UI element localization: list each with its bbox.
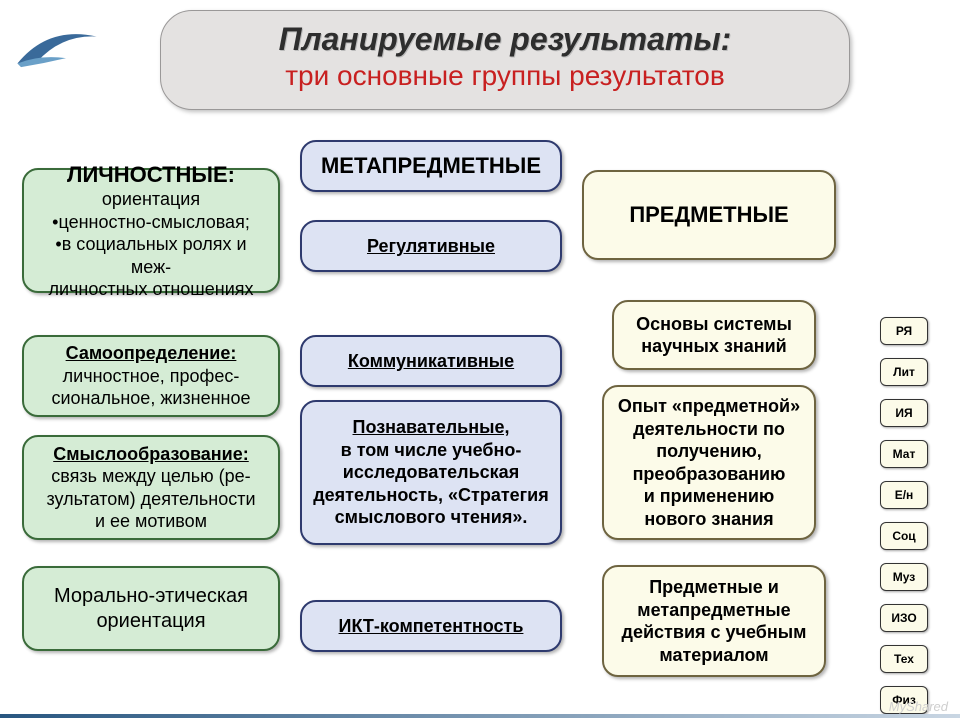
personal-item-2-l2: зультатом) деятельности	[46, 488, 255, 511]
personal-item-2: Смыслообразование: связь между целью (ре…	[22, 435, 280, 540]
meta-header: МЕТАПРЕДМЕТНЫЕ	[300, 140, 562, 192]
side-tab-Лит: Лит	[880, 358, 928, 386]
meta-cognitive-l1: в том числе учебно-	[341, 439, 522, 462]
meta-communicative: Коммуникативные	[300, 335, 562, 387]
title-banner: Планируемые результаты: три основные гру…	[160, 10, 850, 110]
title-line1: Планируемые результаты:	[181, 21, 829, 58]
meta-ikt: ИКТ-компетентность	[300, 600, 562, 652]
subject-item-2-l2: деятельности по	[633, 418, 785, 441]
meta-cognitive-l3: деятельность, «Стратегия	[313, 484, 549, 507]
personal-item-3-l2: ориентация	[96, 609, 205, 634]
personal-item-3: Морально-этическая ориентация	[22, 566, 280, 651]
personal-item-3-l1: Морально-этическая	[54, 584, 248, 609]
personal-item-1-l1: личностное, профес-	[63, 365, 240, 388]
bottom-accent	[0, 714, 960, 718]
personal-title: ЛИЧНОСТНЫЕ:	[67, 161, 235, 189]
side-tab-Муз: Муз	[880, 563, 928, 591]
watermark: MyShared	[889, 699, 948, 714]
subject-item-1: Основы системы научных знаний	[612, 300, 816, 370]
personal-item-1-title: Самоопределение:	[66, 342, 237, 365]
subject-item-2-l4: преобразованию	[633, 463, 786, 486]
meta-cognitive-title: Познавательные,	[353, 416, 510, 439]
personal-item-2-l1: связь между целью (ре-	[51, 465, 250, 488]
subject-item-3-l1: Предметные и	[649, 576, 779, 599]
side-tab-ИЯ: ИЯ	[880, 399, 928, 427]
subject-item-3-l3: действия с учебным	[622, 621, 807, 644]
side-tab-Тех: Тех	[880, 645, 928, 673]
subject-item-2-l1: Опыт «предметной»	[618, 395, 800, 418]
side-tab-Мат: Мат	[880, 440, 928, 468]
subject-item-2: Опыт «предметной» деятельности по получе…	[602, 385, 816, 540]
meta-cognitive-l2: исследовательская	[343, 461, 519, 484]
personal-item-1: Самоопределение: личностное, профес- сио…	[22, 335, 280, 417]
meta-regulative: Регулятивные	[300, 220, 562, 272]
personal-item-2-l3: и ее мотивом	[95, 510, 207, 533]
subject-item-2-l3: получению,	[656, 440, 761, 463]
personal-b2: •в социальных ролях и меж-	[34, 233, 268, 278]
personal-sub1: ориентация	[102, 188, 200, 211]
logo-icon	[12, 18, 102, 73]
title-line2: три основные группы результатов	[181, 60, 829, 92]
personal-b3: личностных отношениях	[48, 278, 253, 301]
subject-header: ПРЕДМЕТНЫЕ	[582, 170, 836, 260]
subject-item-3: Предметные и метапредметные действия с у…	[602, 565, 826, 677]
subject-item-2-l6: нового знания	[644, 508, 773, 531]
subject-item-1-l1: Основы системы	[636, 313, 792, 336]
personal-header: ЛИЧНОСТНЫЕ: ориентация •ценностно-смысло…	[22, 168, 280, 293]
personal-item-1-l2: сиональное, жизненное	[51, 387, 250, 410]
side-tab-Соц: Соц	[880, 522, 928, 550]
personal-b1: •ценностно-смысловая;	[52, 211, 250, 234]
subject-item-1-l2: научных знаний	[641, 335, 786, 358]
meta-cognitive-l4: смыслового чтения».	[335, 506, 528, 529]
side-tab-ИЗО: ИЗО	[880, 604, 928, 632]
meta-cognitive: Познавательные, в том числе учебно- иссл…	[300, 400, 562, 545]
subject-item-3-l4: материалом	[659, 644, 768, 667]
side-tab-Е/н: Е/н	[880, 481, 928, 509]
subject-item-3-l2: метапредметные	[637, 599, 790, 622]
side-tab-РЯ: РЯ	[880, 317, 928, 345]
personal-item-2-title: Смыслообразование:	[53, 443, 249, 466]
subject-item-2-l5: и применению	[644, 485, 775, 508]
